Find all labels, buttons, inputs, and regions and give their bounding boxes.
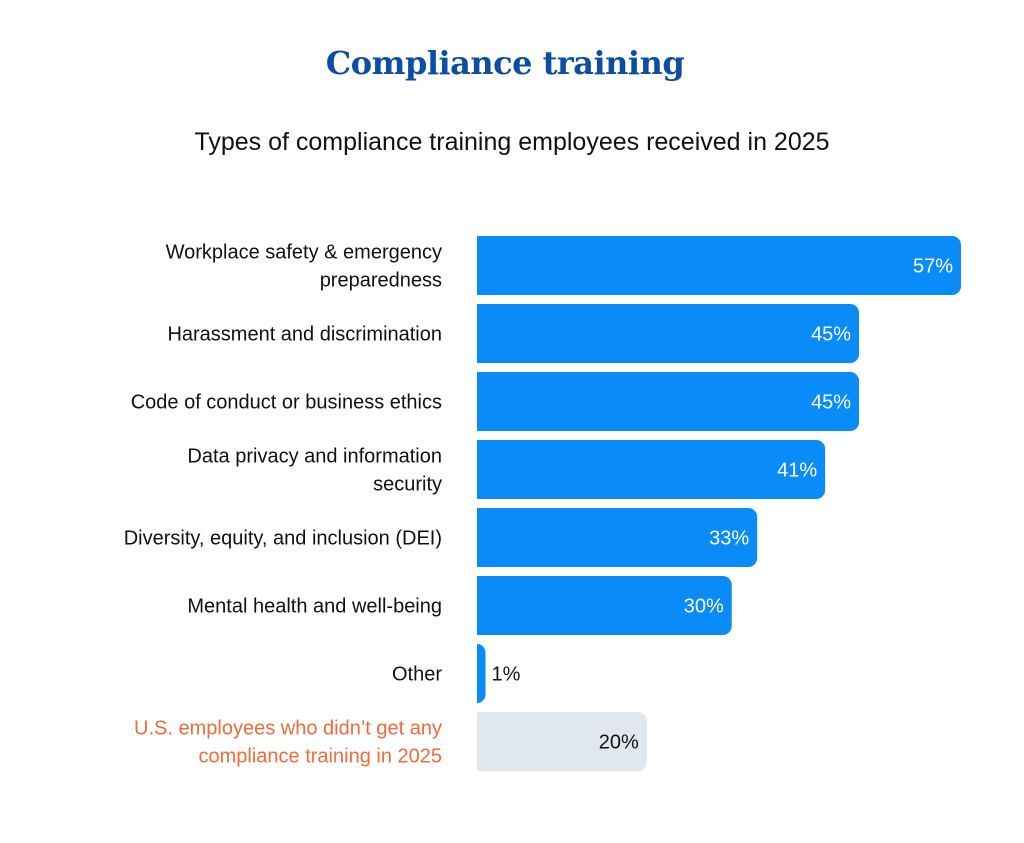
category-label-line: Diversity, equity, and inclusion (DEI) bbox=[124, 528, 442, 550]
bar bbox=[477, 576, 732, 635]
category-label-line: security bbox=[373, 474, 442, 496]
category-label-line: preparedness bbox=[320, 270, 442, 292]
category-label-line: Data privacy and information bbox=[187, 446, 442, 468]
category-label-line: Harassment and discrimination bbox=[167, 324, 442, 346]
category-label: Mental health and well-being bbox=[187, 596, 442, 618]
category-label: Code of conduct or business ethics bbox=[131, 392, 442, 414]
category-label: Workplace safety & emergency preparedness bbox=[166, 242, 442, 292]
category-label-line: U.S. employees who didn’t get any bbox=[134, 718, 442, 740]
category-label-line: Workplace safety & emergency bbox=[166, 242, 442, 264]
bar bbox=[477, 508, 758, 567]
value-label: 45% bbox=[811, 392, 851, 414]
category-label-line: Other bbox=[392, 664, 442, 686]
bar bbox=[477, 644, 486, 703]
value-label: 20% bbox=[599, 732, 639, 754]
chart-subtitle: Types of compliance training employees r… bbox=[194, 128, 830, 156]
value-label: 45% bbox=[811, 324, 851, 346]
chart-title: Compliance training bbox=[325, 44, 685, 82]
category-label: Diversity, equity, and inclusion (DEI) bbox=[124, 528, 442, 550]
category-label-line: compliance training in 2025 bbox=[199, 746, 443, 768]
category-label: Other bbox=[392, 664, 442, 686]
value-label: 30% bbox=[684, 596, 724, 618]
value-label: 33% bbox=[709, 528, 749, 550]
category-label: Harassment and discrimination bbox=[167, 324, 442, 346]
category-label-line: Mental health and well-being bbox=[187, 596, 442, 618]
category-label-no-training: U.S. employees who didn’t get any complia… bbox=[134, 718, 442, 768]
bar bbox=[477, 440, 826, 499]
bar bbox=[477, 304, 860, 363]
bar-no-training bbox=[477, 712, 647, 771]
value-label: 41% bbox=[777, 460, 817, 482]
bar bbox=[477, 236, 961, 295]
value-label: 1% bbox=[491, 664, 520, 686]
category-label: Data privacy and information security bbox=[187, 446, 442, 496]
category-label-line: Code of conduct or business ethics bbox=[131, 392, 442, 414]
bar bbox=[477, 372, 860, 431]
value-label: 57% bbox=[913, 256, 953, 278]
